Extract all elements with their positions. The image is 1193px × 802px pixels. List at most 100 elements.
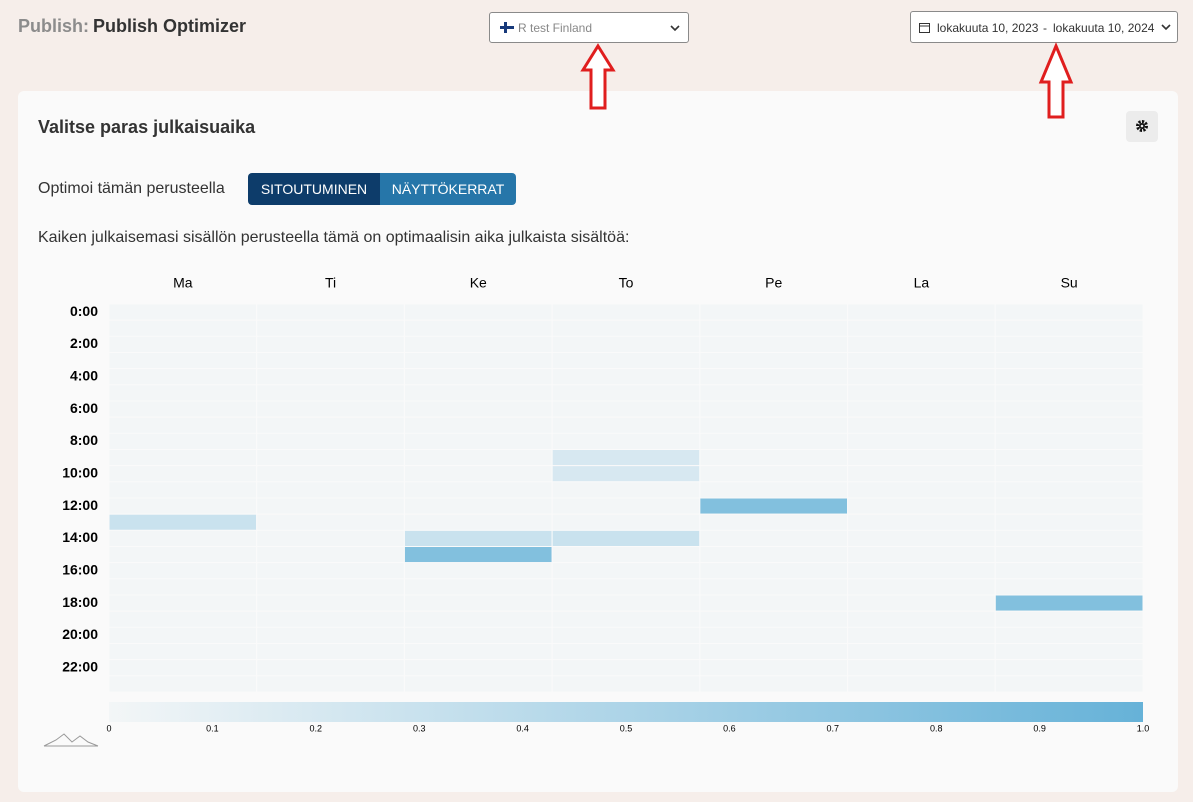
date-separator: - bbox=[1043, 21, 1047, 35]
page-title: Publish Optimizer bbox=[93, 16, 247, 36]
heatmap-cell bbox=[994, 465, 1144, 483]
heatmap-cell bbox=[699, 594, 849, 612]
heatmap-cell bbox=[403, 416, 553, 434]
heatmap-cell bbox=[847, 675, 996, 693]
settings-button[interactable] bbox=[1126, 111, 1158, 142]
heatmap-cell bbox=[699, 319, 849, 337]
colorbar-tick-label: 1.0 bbox=[1137, 723, 1150, 733]
heatmap-cell bbox=[256, 497, 405, 515]
heatmap-cell bbox=[551, 497, 701, 515]
heatmap-cell bbox=[403, 465, 553, 483]
flag-icon bbox=[500, 22, 514, 33]
y-tick-label: 20:00 bbox=[62, 626, 98, 642]
heatmap-cell bbox=[994, 449, 1144, 467]
heatmap-cell bbox=[847, 578, 996, 596]
heatmap-cell bbox=[847, 659, 996, 677]
date-range-select[interactable]: lokakuuta 10, 2023 - lokakuuta 10, 2024 bbox=[910, 11, 1178, 43]
heatmap-cell bbox=[256, 578, 405, 596]
heatmap-cell bbox=[994, 352, 1144, 370]
heatmap-cell bbox=[551, 303, 701, 321]
heatmap-cell bbox=[699, 562, 849, 580]
heatmap-cell bbox=[256, 626, 405, 644]
heatmap-cell bbox=[551, 416, 701, 434]
y-tick-label: 12:00 bbox=[62, 497, 98, 513]
heatmap-cell bbox=[699, 675, 849, 693]
heatmap-cell bbox=[256, 303, 405, 321]
heatmap-cell bbox=[699, 481, 849, 499]
calendar-icon bbox=[919, 23, 930, 33]
x-tick-label: La bbox=[914, 275, 930, 291]
heatmap-cell bbox=[847, 546, 996, 564]
heatmap-cell bbox=[256, 546, 405, 564]
heatmap-cell bbox=[551, 578, 701, 596]
heatmap-cell bbox=[994, 335, 1144, 354]
heatmap-cell bbox=[108, 659, 258, 677]
impressions-button[interactable]: NÄYTTÖKERRAT bbox=[380, 173, 516, 205]
heatmap-cell bbox=[847, 643, 996, 661]
heatmap-cell bbox=[994, 578, 1144, 596]
chevron bbox=[670, 25, 680, 32]
heatmap-cell bbox=[847, 303, 996, 321]
heatmap-cell bbox=[551, 368, 701, 386]
heatmap-cell bbox=[699, 513, 849, 531]
heatmap-cell bbox=[551, 562, 701, 580]
heatmap-cell bbox=[256, 432, 405, 451]
heatmap-cell bbox=[699, 546, 849, 564]
heatmap-cell bbox=[699, 352, 849, 370]
heatmap-cell bbox=[847, 449, 996, 467]
heatmap-cell bbox=[699, 432, 849, 451]
heatmap-cell bbox=[551, 546, 701, 564]
heatmap-cell bbox=[994, 319, 1144, 337]
y-tick-label: 6:00 bbox=[70, 400, 98, 416]
heatmap-cell bbox=[403, 335, 553, 354]
panel-title: Valitse paras julkaisuaika bbox=[38, 117, 256, 137]
heatmap-cell bbox=[551, 319, 701, 337]
colorbar-tick-label: 0.4 bbox=[516, 723, 529, 733]
heatmap-cell bbox=[551, 513, 701, 531]
heatmap-cell bbox=[108, 481, 258, 499]
y-tick-label: 14:00 bbox=[62, 529, 98, 545]
colorbar-tick-label: 0.2 bbox=[310, 723, 323, 733]
engagement-button[interactable]: SITOUTUMINEN bbox=[248, 173, 380, 205]
heatmap-cell bbox=[699, 368, 849, 386]
heatmap-cell bbox=[847, 416, 996, 434]
heatmap-cell bbox=[108, 626, 258, 644]
heatmap-cell bbox=[847, 529, 996, 547]
heatmap-cell bbox=[994, 513, 1144, 531]
heatmap-cell bbox=[256, 481, 405, 499]
heatmap-cell bbox=[699, 303, 849, 321]
heatmap-cell bbox=[256, 513, 405, 531]
heatmap-cell bbox=[551, 384, 701, 402]
heatmap-cell bbox=[108, 497, 258, 515]
heatmap-cell bbox=[847, 497, 996, 515]
x-tick-label: Ma bbox=[173, 275, 193, 291]
heatmap-cell bbox=[551, 335, 701, 354]
heatmap-cell bbox=[699, 610, 849, 628]
heatmap-cell bbox=[847, 610, 996, 628]
heatmap-cell bbox=[256, 529, 405, 547]
heatmap-cell bbox=[699, 416, 849, 434]
heatmap-cell bbox=[403, 481, 553, 499]
heatmap-cell bbox=[108, 513, 258, 531]
heatmap-cell bbox=[403, 497, 553, 515]
arrow-annotation bbox=[1038, 42, 1074, 119]
heatmap-cell bbox=[403, 546, 553, 564]
heatmap-cell bbox=[403, 400, 553, 418]
heatmap-cell bbox=[847, 626, 996, 644]
heatmap-cell bbox=[699, 384, 849, 402]
heatmap-cell bbox=[108, 578, 258, 596]
heatmap-cell bbox=[551, 626, 701, 644]
heatmap-cell bbox=[403, 319, 553, 337]
heatmap-cell bbox=[551, 643, 701, 661]
y-tick-label: 16:00 bbox=[62, 561, 98, 577]
heatmap-cell bbox=[994, 432, 1144, 451]
heatmap-cell bbox=[551, 594, 701, 612]
x-tick-label: Pe bbox=[765, 275, 782, 291]
heatmap-cell bbox=[551, 675, 701, 693]
heatmap-cell bbox=[994, 481, 1144, 499]
heatmap-cell bbox=[256, 449, 405, 467]
heatmap-cell bbox=[847, 481, 996, 499]
account-select[interactable]: R test Finland bbox=[489, 12, 689, 43]
heatmap-cell bbox=[403, 626, 553, 644]
heatmap-cell bbox=[551, 400, 701, 418]
